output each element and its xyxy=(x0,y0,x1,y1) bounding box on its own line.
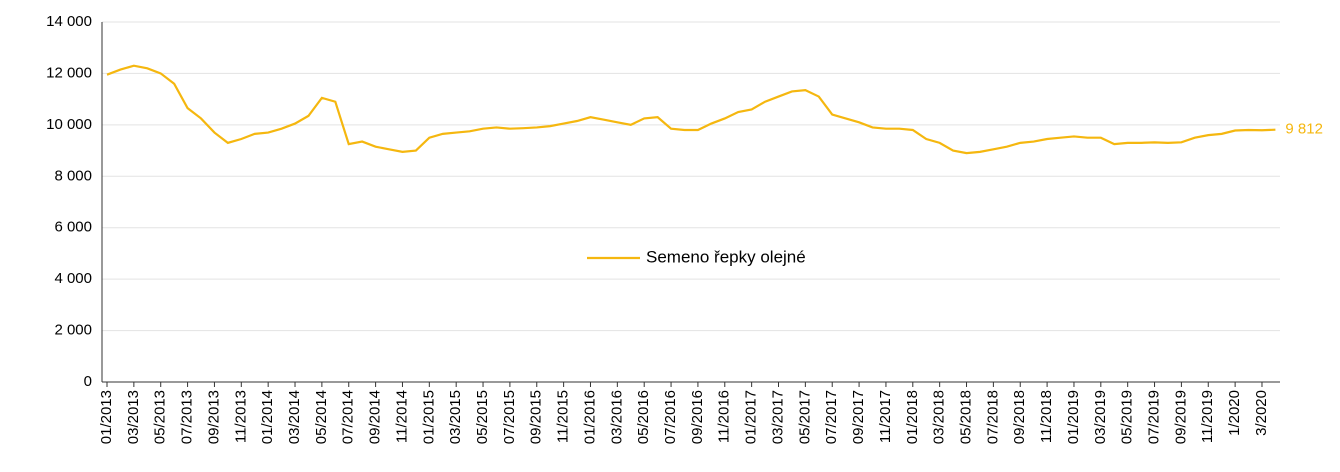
x-tick-label: 09/2019 xyxy=(1172,390,1189,444)
x-tick-label: 07/2019 xyxy=(1146,390,1163,444)
x-tick-label: 03/2019 xyxy=(1092,390,1109,444)
x-tick-label: 11/2018 xyxy=(1038,390,1055,443)
x-tick-label: 05/2018 xyxy=(957,390,974,444)
series-line xyxy=(106,64,1276,155)
x-tick-label: 03/2018 xyxy=(931,390,948,444)
legend-label: Semeno řepky olejné xyxy=(646,247,806,266)
x-tick-label: 11/2014 xyxy=(393,390,410,443)
legend-box xyxy=(500,240,945,276)
y-tick-label: 8 000 xyxy=(54,167,92,184)
y-tick-label: 10 000 xyxy=(46,116,92,133)
x-tick-label: 11/2016 xyxy=(716,390,733,443)
x-tick-label: 03/2013 xyxy=(125,390,142,444)
data-label: 9 812 xyxy=(1285,121,1323,138)
x-tick-label: 11/2015 xyxy=(555,390,572,443)
x-tick-label: 1/2020 xyxy=(1226,390,1243,436)
x-tick-label: 09/2013 xyxy=(205,390,222,444)
x-tick-label: 07/2016 xyxy=(662,390,679,444)
y-tick-label: 0 xyxy=(84,373,92,390)
x-tick-label: 07/2015 xyxy=(501,390,518,444)
x-tick-label: 03/2015 xyxy=(447,390,464,444)
y-tick-label: 6 000 xyxy=(54,219,92,236)
x-tick-label: 07/2017 xyxy=(823,390,840,444)
x-tick-label: 01/2015 xyxy=(420,390,437,444)
x-tick-label: 03/2014 xyxy=(286,390,303,444)
x-tick-label: 05/2017 xyxy=(796,390,813,444)
x-tick-label: 05/2014 xyxy=(313,390,330,444)
x-tick-label: 01/2013 xyxy=(98,390,115,444)
x-tick-label: 07/2018 xyxy=(984,390,1001,444)
x-tick-label: 05/2013 xyxy=(152,390,169,444)
x-tick-label: 09/2016 xyxy=(689,390,706,444)
x-tick-label: 09/2017 xyxy=(850,390,867,444)
x-tick-label: 09/2018 xyxy=(1011,390,1028,444)
x-tick-label: 03/2016 xyxy=(608,390,625,444)
x-tick-label: 01/2014 xyxy=(259,390,276,444)
x-tick-label: 07/2014 xyxy=(340,390,357,444)
x-tick-label: 07/2013 xyxy=(179,390,196,444)
y-tick-label: 2 000 xyxy=(54,322,92,339)
x-tick-label: 11/2019 xyxy=(1199,390,1216,443)
x-tick-label: 01/2018 xyxy=(904,390,921,444)
x-tick-label: 03/2017 xyxy=(769,390,786,444)
y-tick-label: 4 000 xyxy=(54,270,92,287)
x-tick-label: 01/2017 xyxy=(743,390,760,444)
y-tick-label: 14 000 xyxy=(46,13,92,30)
x-tick-label: 05/2016 xyxy=(635,390,652,444)
x-tick-label: 01/2016 xyxy=(581,390,598,444)
x-tick-label: 09/2014 xyxy=(367,390,384,444)
x-tick-label: 05/2019 xyxy=(1119,390,1136,444)
y-tick-label: 12 000 xyxy=(46,64,92,81)
x-tick-label: 11/2013 xyxy=(232,390,249,443)
x-tick-label: 09/2015 xyxy=(528,390,545,444)
x-tick-label: 05/2015 xyxy=(474,390,491,444)
x-tick-label: 3/2020 xyxy=(1253,390,1270,436)
x-tick-label: 01/2019 xyxy=(1065,390,1082,444)
x-tick-label: 11/2017 xyxy=(877,390,894,443)
